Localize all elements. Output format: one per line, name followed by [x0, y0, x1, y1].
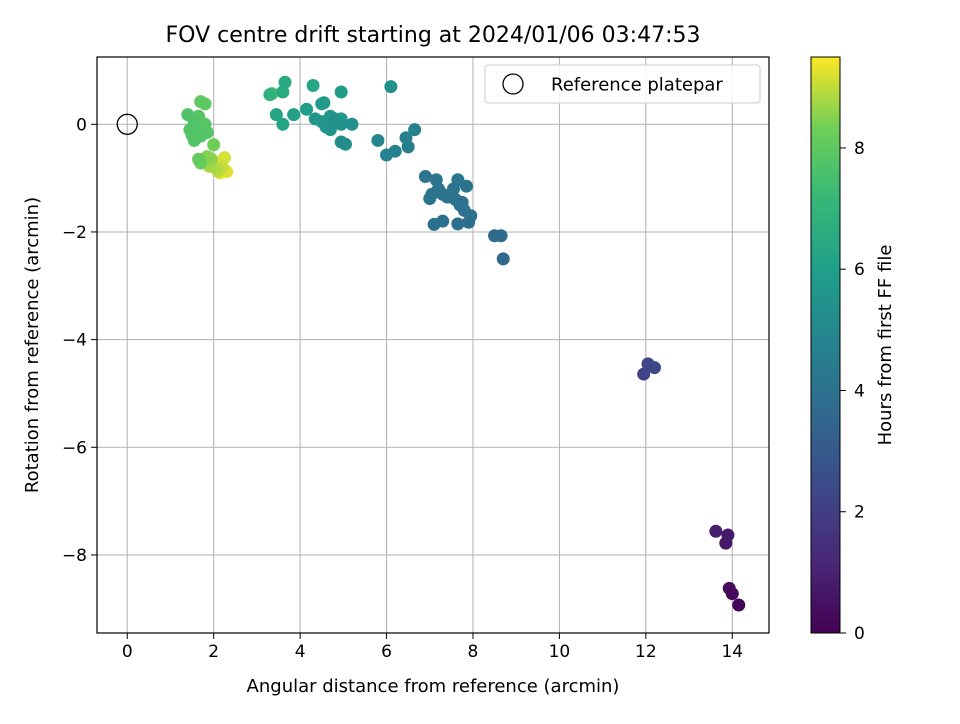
- y-tick-label: −8: [62, 546, 87, 566]
- y-tick-label: −2: [62, 223, 87, 243]
- data-point: [709, 524, 723, 538]
- data-point: [185, 128, 199, 142]
- data-point: [408, 123, 422, 137]
- data-point: [300, 102, 314, 116]
- data-point: [637, 367, 651, 381]
- data-point: [217, 151, 231, 165]
- grid-lines: [97, 57, 769, 633]
- data-point: [315, 97, 329, 111]
- data-point: [306, 79, 320, 93]
- plot-frame: [96, 56, 770, 634]
- data-point: [719, 536, 733, 550]
- colorbar-ticks: 0 2 4 6 8: [840, 139, 865, 644]
- data-point: [384, 80, 398, 94]
- x-tick-label: 14: [721, 642, 743, 662]
- data-point: [641, 357, 655, 371]
- data-point: [269, 108, 283, 122]
- data-point: [263, 88, 277, 102]
- data-point: [192, 152, 206, 166]
- x-tick-label: 10: [549, 642, 571, 662]
- data-point: [276, 117, 290, 131]
- x-tick-label: 12: [635, 642, 657, 662]
- data-point: [436, 214, 450, 228]
- data-point: [418, 170, 432, 184]
- reference-marker-group: [116, 113, 138, 135]
- colorbar-tick-label: 2: [854, 503, 865, 523]
- x-tick-label: 8: [468, 642, 479, 662]
- data-point: [276, 85, 290, 99]
- x-tick-label: 2: [208, 642, 219, 662]
- legend: Reference platepar: [484, 64, 761, 104]
- data-point: [200, 125, 214, 139]
- y-tick-label: 0: [76, 115, 87, 135]
- data-point: [323, 123, 337, 137]
- data-point: [278, 75, 292, 89]
- x-tick-label: 4: [295, 642, 306, 662]
- data-point: [496, 252, 510, 266]
- y-tick-label: −4: [62, 331, 87, 351]
- legend-reference-marker: [502, 73, 524, 95]
- x-tick-label: 0: [122, 642, 133, 662]
- colorbar: [810, 56, 841, 634]
- data-point: [388, 144, 402, 158]
- data-point: [462, 215, 476, 229]
- data-point: [399, 131, 413, 145]
- legend-box: [484, 64, 761, 104]
- data-point: [194, 95, 208, 109]
- colorbar-tick-label: 6: [854, 260, 865, 280]
- x-tick-label: 6: [381, 642, 392, 662]
- data-point: [453, 198, 467, 212]
- data-point: [187, 115, 201, 129]
- colorbar-label: Hours from first FF file: [875, 245, 896, 446]
- colorbar-tick-label: 4: [854, 381, 865, 401]
- colorbar-tick-label: 8: [854, 139, 865, 159]
- data-point: [338, 137, 352, 151]
- data-point: [725, 587, 739, 601]
- axis-ticks: 0 2 4 6 8 10 12 14 0 −2 −4 −6 −8: [62, 115, 743, 662]
- data-point: [440, 190, 454, 204]
- reference-platepar-marker: [116, 113, 138, 135]
- x-axis-label: Angular distance from reference (arcmin): [247, 676, 620, 697]
- data-point: [423, 192, 437, 206]
- chart-title: FOV centre drift starting at 2024/01/06 …: [166, 23, 701, 48]
- data-point: [334, 117, 348, 131]
- data-point: [488, 229, 502, 243]
- data-point: [345, 117, 359, 131]
- data-points: [181, 75, 746, 612]
- y-tick-label: −6: [62, 438, 87, 458]
- data-point: [371, 133, 385, 147]
- data-point: [334, 85, 348, 99]
- data-point: [459, 179, 473, 193]
- data-point: [207, 138, 221, 152]
- data-point: [287, 108, 301, 122]
- colorbar-tick-label: 0: [854, 624, 865, 644]
- data-point: [732, 598, 746, 612]
- data-point: [451, 217, 465, 231]
- y-axis-label: Rotation from reference (arcmin): [22, 197, 43, 493]
- legend-entry-reference: Reference platepar: [551, 75, 723, 96]
